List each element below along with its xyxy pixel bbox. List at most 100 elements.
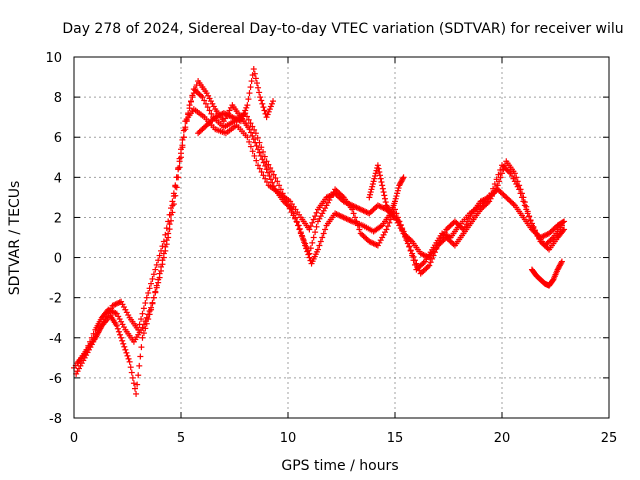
y-tick-label: 10 — [45, 51, 62, 66]
data-point — [520, 194, 527, 201]
data-point — [382, 195, 389, 202]
data-point — [252, 75, 259, 82]
data-point — [514, 178, 521, 185]
data-point — [386, 219, 393, 226]
data-point — [262, 175, 269, 182]
data-point — [178, 150, 184, 157]
data-point — [527, 217, 534, 224]
data-points — [71, 66, 568, 397]
data-point — [169, 198, 176, 205]
data-point — [253, 157, 260, 164]
data-point — [413, 260, 420, 267]
data-point — [115, 328, 122, 335]
data-point — [378, 179, 385, 186]
data-point — [247, 84, 254, 91]
data-point — [404, 240, 411, 247]
data-point — [313, 209, 320, 216]
data-point — [296, 226, 303, 233]
data-point — [313, 223, 320, 230]
data-point — [138, 344, 145, 351]
data-point — [401, 233, 408, 240]
data-point — [176, 158, 183, 165]
data-point — [246, 138, 253, 145]
data-point — [139, 334, 146, 341]
data-point — [152, 288, 159, 295]
data-point — [166, 211, 173, 218]
data-point — [237, 118, 244, 125]
data-point — [265, 161, 272, 168]
data-point — [259, 100, 266, 107]
data-point — [242, 107, 249, 114]
data-point — [397, 222, 404, 229]
data-point — [414, 263, 421, 270]
data-point — [249, 132, 256, 139]
data-point — [121, 343, 128, 350]
data-point — [266, 106, 273, 113]
x-tick-label: 5 — [177, 431, 185, 446]
data-point — [394, 214, 401, 221]
data-point — [145, 289, 152, 296]
data-point — [175, 166, 182, 173]
data-point — [142, 325, 149, 332]
y-tick-label: 0 — [54, 252, 62, 267]
data-point — [252, 139, 259, 146]
data-point — [208, 110, 215, 117]
data-point — [354, 222, 361, 229]
data-point — [153, 282, 160, 289]
data-point — [125, 355, 132, 362]
data-point — [182, 126, 189, 133]
data-point — [136, 321, 143, 328]
data-point — [156, 252, 163, 259]
data-point — [320, 230, 327, 237]
data-point — [270, 171, 277, 178]
data-point — [142, 300, 149, 307]
data-point — [238, 115, 245, 122]
data-point — [143, 320, 150, 327]
data-point — [258, 97, 265, 104]
data-point — [160, 238, 167, 245]
x-tick-label: 25 — [601, 431, 618, 446]
data-point — [255, 162, 262, 169]
data-point — [372, 170, 379, 177]
x-tick-label: 20 — [494, 431, 511, 446]
data-point — [263, 166, 270, 173]
data-point — [189, 94, 196, 101]
data-point — [561, 226, 568, 233]
data-point — [258, 168, 265, 175]
data-point — [253, 80, 260, 87]
data-point — [265, 169, 272, 176]
data-point — [159, 243, 166, 250]
y-tick-label: 4 — [54, 171, 62, 186]
data-point — [180, 127, 187, 134]
data-point — [303, 243, 310, 250]
data-point — [165, 218, 172, 225]
data-point — [263, 114, 270, 121]
data-point — [369, 181, 376, 188]
data-point — [400, 230, 407, 237]
data-point — [387, 216, 394, 223]
data-point — [316, 242, 323, 249]
data-point — [372, 172, 379, 179]
data-point — [274, 178, 281, 185]
data-point — [241, 110, 248, 117]
data-point — [149, 275, 156, 282]
series-track-2 — [73, 106, 568, 397]
data-point — [163, 225, 170, 232]
data-point — [309, 219, 316, 226]
data-point — [411, 257, 418, 264]
data-point — [252, 130, 259, 137]
data-point — [264, 111, 271, 118]
data-point — [394, 190, 401, 197]
x-tick-label: 10 — [280, 431, 297, 446]
data-point — [431, 249, 438, 256]
data-point — [513, 174, 520, 181]
y-tick-label: -2 — [49, 292, 62, 307]
data-point — [130, 380, 137, 387]
data-point — [559, 227, 566, 234]
data-point — [162, 231, 169, 238]
data-point — [523, 203, 530, 210]
data-point — [206, 107, 213, 114]
data-point — [368, 186, 375, 193]
data-point — [353, 218, 360, 225]
